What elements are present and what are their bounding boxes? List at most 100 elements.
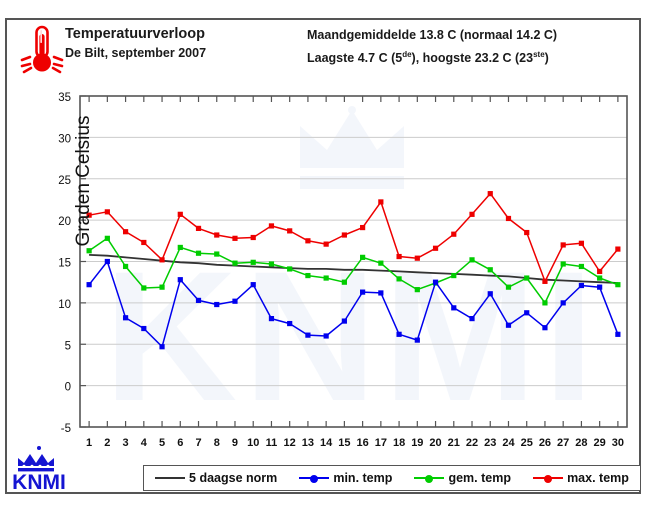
data-point: [214, 232, 220, 238]
data-point: [451, 305, 457, 311]
y-tick-label: 15: [58, 258, 71, 270]
data-point: [177, 211, 183, 217]
x-tick-label: 9: [232, 437, 238, 449]
legend-swatch-line: [533, 475, 564, 483]
x-tick-label: 17: [375, 437, 387, 449]
x-tick-label: 6: [177, 437, 183, 449]
data-point: [360, 254, 366, 260]
data-point: [414, 255, 420, 261]
x-tick-label: 10: [247, 437, 259, 449]
data-point: [378, 199, 384, 205]
x-tick-label: 4: [141, 437, 148, 449]
data-point: [86, 282, 92, 288]
legend-label: gem. temp: [448, 471, 511, 485]
data-point: [469, 211, 475, 217]
data-point: [141, 285, 147, 291]
data-point: [414, 337, 420, 343]
data-point: [396, 276, 402, 282]
series-line: [88, 192, 619, 283]
data-point: [560, 242, 566, 248]
x-tick-label: 27: [557, 437, 569, 449]
series-line: [88, 260, 619, 348]
data-point: [578, 282, 585, 289]
data-point: [195, 225, 202, 231]
data-point: [432, 245, 439, 251]
data-point: [524, 229, 530, 236]
data-point: [159, 284, 165, 290]
data-point: [122, 263, 129, 270]
data-point: [159, 257, 165, 263]
data-point: [232, 260, 238, 266]
x-tick-label: 26: [539, 437, 551, 449]
data-point: [122, 229, 129, 235]
data-point: [615, 282, 621, 288]
data-point: [451, 231, 457, 237]
y-tick-label: -5: [61, 423, 71, 435]
data-point: [597, 268, 603, 275]
data-point: [578, 263, 585, 270]
data-point: [250, 282, 256, 288]
data-point: [250, 234, 256, 241]
x-tick-label: 16: [356, 437, 368, 449]
data-point: [542, 300, 548, 306]
data-point: [597, 284, 603, 290]
legend-item-gem-temp[interactable]: gem. temp: [414, 471, 511, 485]
legend-label: max. temp: [567, 471, 629, 485]
data-point: [378, 260, 384, 266]
data-point: [378, 290, 384, 296]
legend-swatch-marker: [425, 475, 434, 483]
data-point: [268, 261, 275, 267]
data-point: [86, 248, 92, 254]
chart-legend: 5 daagse norm min. temp gem. temp max. temp: [143, 465, 641, 491]
legend-item-norm[interactable]: 5 daagse norm: [155, 471, 277, 485]
data-point: [469, 257, 475, 263]
data-point: [341, 279, 347, 285]
y-tick-label: 20: [58, 216, 71, 228]
y-axis-label: Graden Celsius: [73, 115, 94, 247]
data-point: [195, 250, 202, 256]
extremes-text: Laagste 4.7 C (5de), hoogste 23.2 C (23s…: [307, 45, 557, 68]
knmi-logo-text: KNMI: [12, 471, 66, 494]
x-tick-label: 7: [195, 437, 201, 449]
data-point: [487, 191, 493, 197]
legend-item-min-temp[interactable]: min. temp: [299, 471, 392, 485]
data-point: [86, 212, 92, 218]
x-tick-label: 15: [338, 437, 350, 449]
x-tick-label: 3: [123, 437, 129, 449]
data-point: [341, 318, 347, 324]
x-tick-label: 13: [302, 437, 314, 449]
x-tick-label: 23: [484, 437, 496, 449]
data-point: [578, 240, 585, 246]
legend-label: min. temp: [333, 471, 393, 485]
data-point: [268, 315, 275, 322]
data-point: [451, 272, 457, 279]
data-point: [122, 315, 129, 321]
data-point: [104, 235, 110, 241]
data-point: [560, 261, 566, 267]
legend-item-max-temp[interactable]: max. temp: [533, 471, 629, 485]
data-point: [141, 239, 147, 246]
y-tick-label: 35: [58, 92, 71, 104]
x-tick-label: 1: [86, 437, 92, 449]
legend-swatch-marker: [310, 475, 319, 483]
data-point: [287, 228, 293, 234]
series-min-temp: [86, 258, 621, 350]
data-point: [542, 278, 548, 284]
x-tick-label: 30: [612, 437, 624, 449]
thermometer-icon: [20, 25, 64, 74]
data-point: [232, 235, 238, 241]
data-point: [341, 232, 347, 238]
data-point: [487, 291, 493, 297]
extremes-sup-highest: ste: [533, 50, 545, 59]
data-point: [141, 325, 147, 332]
page-title: Temperatuurverloop: [65, 26, 205, 42]
extremes-part-b: ), hoogste 23.2 C (23: [411, 51, 534, 66]
x-tick-label: 5: [159, 437, 165, 449]
data-point: [615, 246, 621, 252]
x-tick-label: 11: [266, 437, 278, 449]
y-tick-label: 10: [58, 299, 71, 311]
extremes-part-c: ): [544, 51, 549, 66]
data-point: [524, 275, 530, 281]
legend-label: 5 daagse norm: [189, 471, 278, 485]
